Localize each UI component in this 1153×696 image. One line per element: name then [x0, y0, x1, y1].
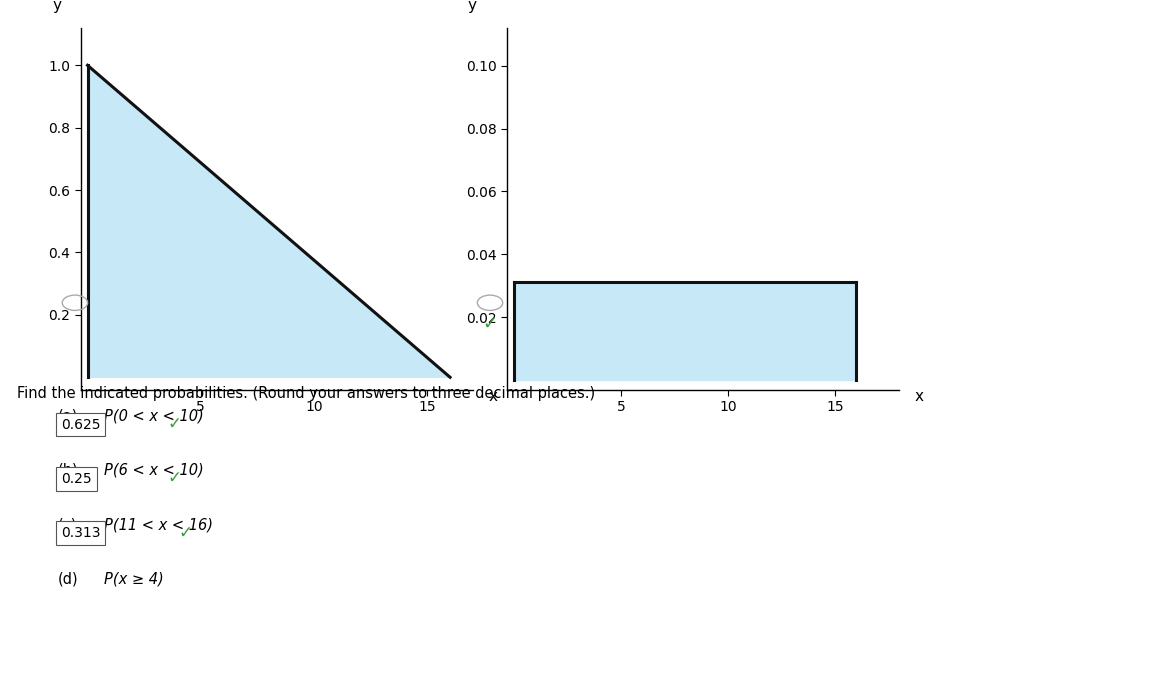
- Text: ✓: ✓: [179, 523, 193, 541]
- Text: (a): (a): [58, 409, 78, 424]
- Text: y: y: [53, 0, 62, 13]
- Text: ✓: ✓: [167, 415, 181, 433]
- Polygon shape: [88, 65, 450, 377]
- Text: (b): (b): [58, 463, 78, 478]
- Text: x: x: [915, 390, 924, 404]
- Text: 0.313: 0.313: [61, 526, 100, 540]
- Text: 0.625: 0.625: [61, 418, 100, 432]
- Text: P(6 < x < 10): P(6 < x < 10): [104, 463, 204, 478]
- Text: y: y: [467, 0, 476, 13]
- Text: Find the indicated probabilities. (Round your answers to three decimal places.): Find the indicated probabilities. (Round…: [17, 386, 595, 402]
- Text: 0.25: 0.25: [61, 472, 92, 486]
- Polygon shape: [514, 282, 857, 380]
- Text: P(11 < x < 16): P(11 < x < 16): [104, 517, 213, 532]
- Text: (d): (d): [58, 571, 78, 587]
- Text: ✓: ✓: [167, 469, 181, 487]
- Text: P(x ≥ 4): P(x ≥ 4): [104, 571, 164, 587]
- Text: P(0 < x < 10): P(0 < x < 10): [104, 409, 204, 424]
- Text: (c): (c): [58, 517, 77, 532]
- Text: x: x: [489, 390, 497, 404]
- Text: ✓: ✓: [482, 315, 498, 333]
